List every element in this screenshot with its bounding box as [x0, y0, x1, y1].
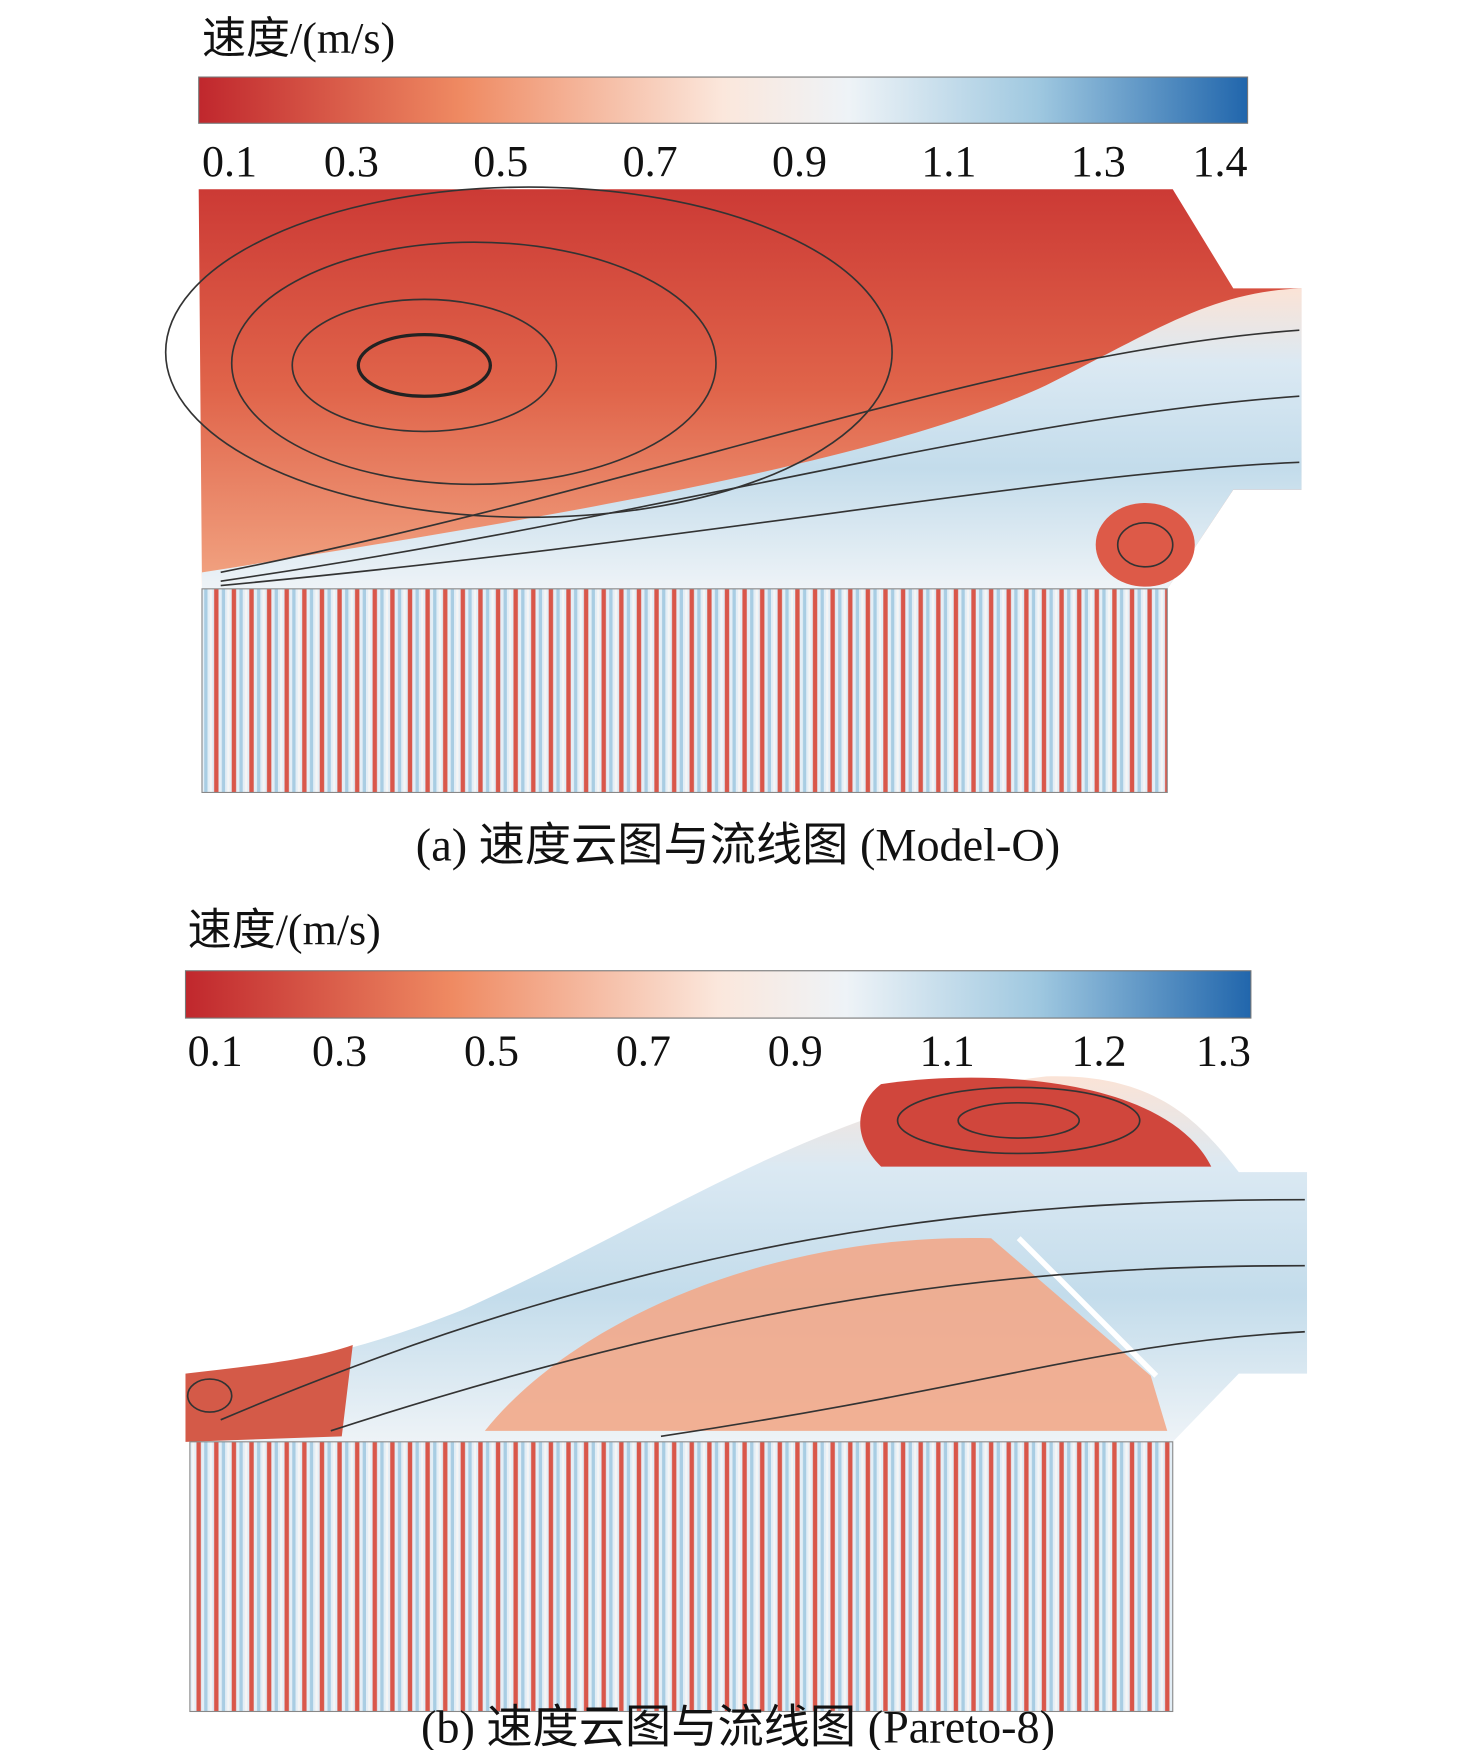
colorbar: [184, 970, 1252, 1019]
colorbar-tick-label: 0.7: [623, 137, 678, 186]
lower-zone: [484, 1237, 1168, 1431]
colorbar-tick-label: 0.7: [616, 1026, 671, 1075]
left-vortex: [185, 1344, 353, 1442]
colorbar-tick-label: 1.2: [1071, 1026, 1126, 1075]
colorbar-label: 速度/(m/s): [188, 905, 381, 954]
colorbar-tick-label: 1.3: [1071, 137, 1126, 186]
colorbar-tick-label: 0.9: [768, 1026, 823, 1075]
colorbar-tick-label: 0.1: [188, 1026, 243, 1075]
colorbar-tick-label: 1.4: [1193, 137, 1248, 186]
colorbar-ticks: 0.1 0.3 0.5 0.7 0.9 1.1 1.3 1.4: [202, 137, 1248, 186]
colorbar-label: 速度/(m/s): [202, 14, 395, 63]
colorbar-tick-label: 0.3: [312, 1026, 367, 1075]
streamlines: [164, 186, 1300, 587]
caption: (a) 速度云图与流线图 (Model-O): [416, 820, 1060, 871]
panel-b: 速度/(m/s) 0.1 0.3 0.5 0.7 0.9 1.1 1.2 1.3 (b) 速度…: [184, 905, 1308, 1752]
caption: (b) 速度云图与流线图 (Pareto-8): [421, 1701, 1055, 1750]
colorbar-tick-label: 0.9: [772, 137, 827, 186]
colorbar-tick-label: 0.5: [464, 1026, 519, 1075]
colorbar-tick-label: 0.5: [473, 137, 528, 186]
corner-vortex: [1095, 502, 1195, 587]
channels: [201, 588, 1168, 794]
colorbar-tick-label: 1.1: [920, 1026, 975, 1075]
main-stream: [201, 288, 1302, 589]
guide-vane: [1016, 1236, 1159, 1378]
upper-vortex: [860, 1077, 1212, 1167]
colorbar-tick-label: 1.1: [921, 137, 976, 186]
colorbar-tick-label: 0.3: [324, 137, 379, 186]
streamlines: [186, 1086, 1305, 1438]
colorbar-ticks: 0.1 0.3 0.5 0.7 0.9 1.1 1.2 1.3: [188, 1026, 1251, 1075]
channels: [189, 1441, 1174, 1713]
colorbar-tick-label: 1.3: [1196, 1026, 1251, 1075]
vortex-core: [356, 332, 493, 398]
panel-a: 速度/(m/s) 0.1 0.3 0.5 0.7 0.9 1.1 1.3 1.4 (a) 速度…: [164, 14, 1302, 871]
colorbar: [198, 76, 1249, 124]
colorbar-tick-label: 0.1: [202, 137, 257, 186]
